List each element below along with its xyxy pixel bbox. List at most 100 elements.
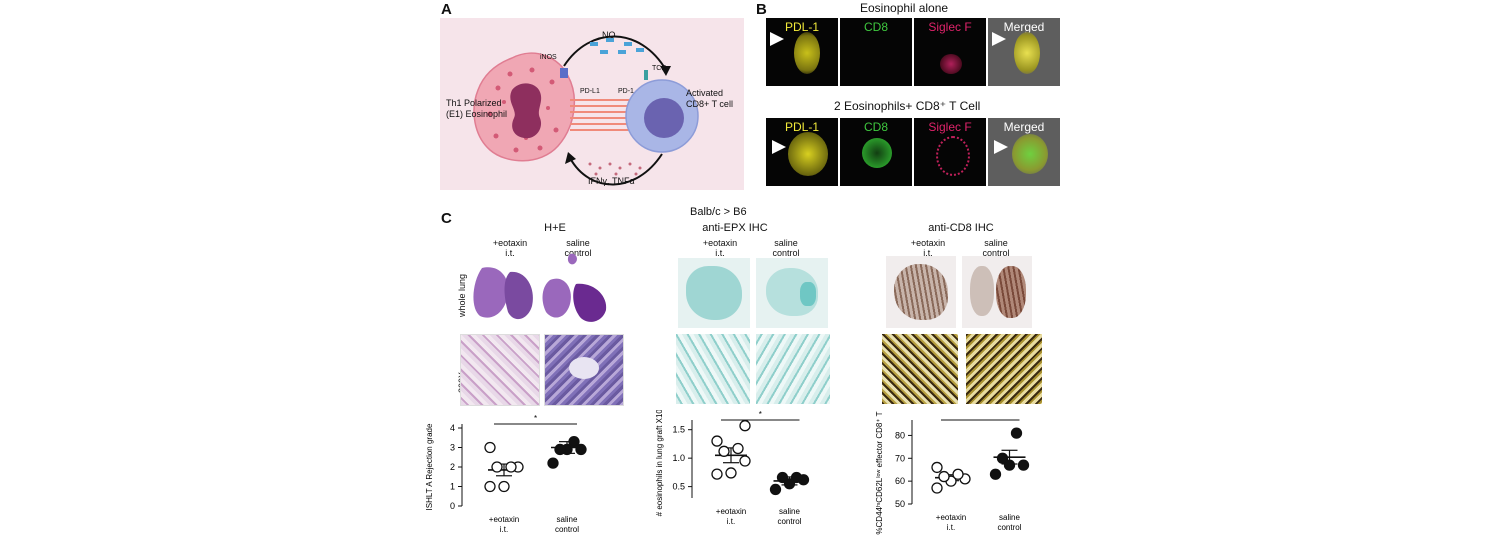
data-point	[718, 445, 730, 457]
data-point	[547, 457, 559, 469]
epx-col2: saline control	[772, 238, 800, 258]
y-tick-label: 0	[450, 501, 455, 511]
inos-receptor	[560, 68, 568, 78]
data-point	[725, 467, 737, 479]
tcr-receptor	[644, 70, 648, 80]
he-lung-saline	[542, 253, 607, 322]
eosinophil-label: Th1 Polarized (E1) Eosinophil	[446, 98, 508, 119]
no-arrow	[563, 35, 667, 71]
inos-label: iNOS	[540, 54, 557, 61]
data-point	[952, 468, 964, 480]
y-tick-label: 60	[895, 476, 905, 486]
arrowhead-icon	[772, 140, 786, 154]
cd8-col2: saline control	[982, 238, 1010, 258]
y-tick-label: 3	[450, 443, 455, 453]
micro-r2-merged: Merged	[988, 118, 1060, 186]
arrowhead-icon	[992, 32, 1006, 46]
panel-label-c: C	[441, 210, 452, 227]
cd8-200x-saline	[966, 334, 1042, 404]
micro-r1-pdl1: PDL-1	[766, 18, 838, 86]
tcr-label: TCR	[652, 65, 667, 72]
t-cell-nucleus	[644, 98, 684, 138]
data-point	[1003, 459, 1016, 471]
y-tick-label: 2	[450, 462, 455, 472]
he-200x-eotaxin	[460, 334, 540, 406]
data-point	[568, 435, 580, 448]
y-tick-label: 1.0	[672, 453, 685, 463]
y-tick-label: 4	[450, 423, 455, 433]
he-200x-saline	[544, 334, 624, 406]
y-tick-label: 1	[450, 482, 455, 492]
mechanism-diagram: NO iNOS TCR PD-L1 PD-1 Th1 Polarized (E1)…	[440, 18, 744, 190]
epx-col1: +eotaxin i.t.	[702, 238, 738, 258]
pdl1-label: PD-L1	[580, 88, 600, 95]
he-title: H+E	[544, 222, 566, 234]
category-label: i.t.	[727, 517, 735, 526]
epx-lung-saline	[756, 258, 828, 328]
y-tick-label: 70	[895, 453, 905, 463]
micro-r2-siglec: Siglec F	[914, 118, 986, 186]
data-point	[989, 468, 1002, 480]
category-label: +eotaxin	[489, 515, 519, 524]
cytokine-dots	[588, 162, 642, 176]
he-lung-eotaxin	[473, 267, 533, 320]
data-point	[776, 471, 789, 484]
cytokines-label: IFNγ, TNFα	[588, 176, 635, 186]
category-label: saline	[557, 515, 578, 524]
no-label: NO	[602, 30, 616, 40]
category-label: i.t.	[500, 525, 508, 534]
strain-header: Balb/c > B6	[690, 206, 747, 218]
data-point	[575, 443, 587, 456]
panel-label-b: B	[756, 1, 767, 18]
category-label: saline	[999, 513, 1020, 522]
data-point	[732, 442, 744, 455]
y-tick-label: 50	[895, 499, 905, 509]
micro-r2-cd8: CD8	[840, 118, 912, 186]
significance-mark: *	[534, 414, 537, 423]
cd8-title: anti-CD8 IHC	[928, 222, 994, 234]
data-point	[790, 471, 803, 484]
chart-eosinophil-count: 0.5 1.0 1.5 # eosinophils in lung graft X10…	[655, 410, 810, 526]
y-tick-label: 80	[895, 430, 905, 440]
he-col2: saline control	[564, 238, 592, 258]
category-label: i.t.	[947, 523, 955, 532]
microscopy-title-1: Eosinophil alone	[860, 1, 949, 15]
tcell-label: Activated CD8+ T cell	[686, 88, 733, 109]
epx-200x-saline	[756, 334, 830, 404]
arrowhead-icon	[994, 140, 1008, 154]
chart-rejection-grade: 0 1 2 3 4 ISHLT A Rejection grade +eotaxini.t.…	[425, 414, 587, 534]
data-point	[739, 420, 751, 432]
data-point	[498, 480, 510, 493]
data-point	[554, 443, 566, 456]
epx-200x-eotaxin	[676, 334, 750, 404]
epx-title: anti-EPX IHC	[702, 222, 768, 234]
data-point	[505, 461, 517, 473]
panel-label-a: A	[441, 1, 452, 18]
he-row1-label: whole lung	[457, 273, 467, 317]
chart-cd8-effector: 50 60 70 80 %CD44ʰᶦCD62Lˡᵒʷ effector CD8⁺ T …	[875, 410, 1030, 535]
y-axis-label: ISHLT A Rejection grade	[425, 423, 434, 510]
diagram-svg	[473, 35, 699, 186]
no-molecules	[590, 38, 644, 54]
micro-r1-siglec: Siglec F	[914, 18, 986, 86]
category-label: control	[997, 523, 1021, 532]
pdl1-pd1-bonds	[570, 99, 636, 131]
category-label: saline	[779, 507, 800, 516]
significance-mark: *	[759, 410, 762, 419]
micro-r1-cd8: CD8	[840, 18, 912, 86]
micro-r1-merged: Merged	[988, 18, 1060, 86]
cytokine-arrow	[569, 153, 663, 186]
data-point	[996, 452, 1009, 464]
category-label: +eotaxin	[716, 507, 746, 516]
category-label: control	[777, 517, 801, 526]
data-point	[1017, 459, 1030, 471]
eosinophil-nucleus	[510, 83, 542, 139]
category-label: control	[555, 525, 579, 534]
data-point	[1010, 427, 1023, 439]
data-point	[711, 435, 723, 447]
arrowhead-icon	[770, 32, 784, 46]
data-point	[491, 461, 503, 473]
data-point	[931, 482, 943, 494]
y-axis-label: # eosinophils in lung graft X10⁴	[655, 410, 664, 516]
category-label: +eotaxin	[936, 513, 966, 522]
